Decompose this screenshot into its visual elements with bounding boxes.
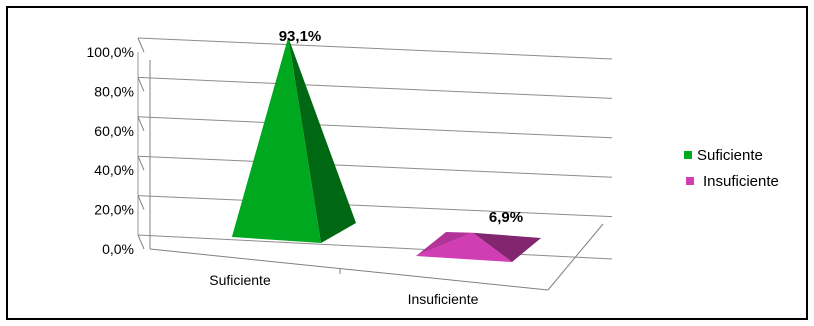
pyramid-front-face — [416, 232, 512, 262]
y-tick-label: 100,0% — [87, 44, 134, 60]
y-axis-ticks: 0,0% 20,0% 40,0% 60,0% 80,0% 100,0% — [87, 44, 134, 257]
y-tick-label: 40,0% — [94, 162, 134, 178]
y-tick-label: 20,0% — [94, 202, 134, 218]
pyramid-front-face — [232, 37, 321, 243]
legend-label-insuficiente: Insuficiente — [703, 173, 779, 190]
y-tick-label: 80,0% — [94, 83, 134, 99]
y-tick-mark — [137, 195, 145, 210]
pyramid-side-face — [472, 232, 541, 262]
x-tick-label-insuficiente: Insuficiente — [408, 291, 479, 307]
gridline — [137, 37, 613, 60]
gridline — [137, 155, 613, 178]
pyramid-series — [232, 37, 541, 262]
pyramid-side-face — [288, 37, 356, 243]
legend-label-suficiente: Suficiente — [697, 147, 763, 164]
y-tick-mark — [137, 77, 145, 92]
y-tick-label: 0,0% — [102, 241, 134, 257]
y-tick-mark — [137, 116, 145, 131]
y-tick-label: 60,0% — [94, 123, 134, 139]
gridline — [137, 116, 613, 139]
data-label-suficiente: 93,1% — [279, 28, 322, 45]
pyramid-left-face — [416, 232, 473, 256]
pyramid-suficiente — [232, 37, 356, 243]
chart-frame — [6, 6, 808, 320]
legend-swatch-insuficiente — [686, 177, 694, 185]
y-tick-mark — [137, 156, 145, 171]
gridline — [137, 234, 613, 260]
x-tick-label-suficiente: Suficiente — [209, 272, 271, 288]
gridlines — [137, 37, 613, 260]
y-tick-mark — [137, 234, 145, 250]
floor-front-edge — [149, 248, 549, 291]
data-label-insuficiente: 6,9% — [489, 209, 523, 226]
gridline — [137, 76, 613, 99]
pyramid-insuficiente — [416, 232, 541, 262]
gridline — [137, 195, 613, 218]
legend-swatch-suficiente — [684, 151, 692, 159]
legend: Suficiente Insuficiente — [684, 147, 779, 190]
y-tick-mark — [137, 37, 145, 53]
